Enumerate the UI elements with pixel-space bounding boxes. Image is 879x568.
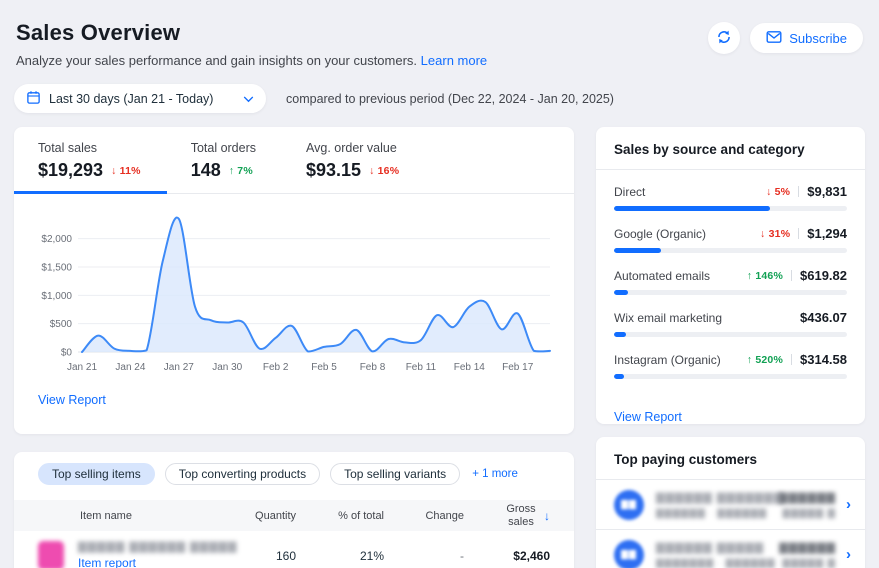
- refresh-icon: [716, 29, 732, 48]
- avg-order-change: ↓ 16%: [369, 164, 400, 177]
- customer-row[interactable]: ▇▇ ▇▇▇▇▇▇ ▇▇▇▇▇▇▇ ▇▇▇▇▇▇ · ▇▇▇▇▇▇ ▇▇▇▇▇▇…: [596, 480, 865, 530]
- comparison-period-text: compared to previous period (Dec 22, 202…: [286, 91, 614, 106]
- tab-top-selling-variants[interactable]: Top selling variants: [330, 463, 461, 485]
- date-range-picker[interactable]: Last 30 days (Jan 21 - Today): [14, 84, 266, 113]
- customer-avatar: ▇▇: [614, 489, 644, 520]
- source-change: ↓ 5%: [766, 185, 791, 198]
- svg-text:Feb 17: Feb 17: [502, 362, 534, 373]
- source-row-automated-emails: Automated emails ↑ 146% $619.82: [614, 268, 847, 295]
- source-progress-bar: [614, 290, 847, 295]
- tab-top-selling-items[interactable]: Top selling items: [38, 463, 155, 485]
- source-change: ↑ 520%: [746, 353, 783, 366]
- customer-name-redacted: ▇▇▇▇▇▇ ▇▇▇▇▇▇▇: [656, 491, 784, 504]
- source-progress-bar: [614, 374, 847, 379]
- total-sales-value: $19,293: [38, 160, 104, 180]
- source-row-wix-email-marketing: Wix email marketing $436.07: [614, 310, 847, 337]
- total-orders-value: 148: [190, 160, 221, 180]
- svg-text:$1,000: $1,000: [41, 291, 72, 302]
- item-thumbnail: [38, 541, 64, 568]
- card-title: Sales by source and category: [614, 142, 805, 157]
- tab-avg-order-value[interactable]: Avg. order value $93.15 ↓ 16%: [306, 141, 400, 180]
- chevron-right-icon: ›: [846, 496, 851, 513]
- learn-more-link[interactable]: Learn more: [420, 53, 488, 68]
- sales-area-chart: $0 $500 $1,000 $1,500 $2,000 Jan 21 Jan 24 Jan …: [14, 194, 574, 383]
- svg-text:Jan 30: Jan 30: [212, 362, 242, 373]
- svg-text:Feb 5: Feb 5: [311, 362, 337, 373]
- tab-total-orders[interactable]: Total orders 148 ↑ 7%: [190, 141, 256, 180]
- source-row-instagram-organic: Instagram (Organic) ↑ 520% $314.58: [614, 352, 847, 379]
- svg-text:Feb 11: Feb 11: [406, 362, 437, 373]
- col-change[interactable]: Change: [425, 509, 464, 522]
- svg-text:Jan 21: Jan 21: [67, 362, 97, 373]
- customer-avatar: ▇▇: [614, 539, 644, 568]
- item-quantity: 160: [275, 548, 296, 563]
- source-change: ↑ 146%: [746, 269, 783, 282]
- customer-location-redacted: ▇▇▇▇▇▇ · ▇▇▇▇▇▇: [656, 507, 768, 519]
- tab-total-sales[interactable]: Total sales $19,293 ↓ 11%: [14, 127, 167, 194]
- item-pct-of-total: 21%: [359, 548, 384, 563]
- col-pct-of-total[interactable]: % of total: [338, 509, 384, 522]
- chart-view-report-link[interactable]: View Report: [38, 393, 106, 407]
- email-icon: [766, 30, 782, 47]
- svg-text:Feb 8: Feb 8: [360, 362, 386, 373]
- total-orders-change: ↑ 7%: [228, 164, 253, 177]
- source-change: ↓ 31%: [760, 227, 791, 240]
- customer-orders-redacted: ▇▇▇▇▇ ▇: [782, 557, 836, 568]
- col-quantity[interactable]: Quantity: [255, 509, 296, 522]
- page-subtitle: Analyze your sales performance and gain …: [16, 53, 488, 68]
- source-progress-bar: [614, 206, 847, 211]
- svg-text:$500: $500: [50, 319, 73, 330]
- customer-amount-redacted: ▇▇▇▇▇▇: [779, 541, 836, 554]
- card-title: Top paying customers: [614, 452, 758, 467]
- svg-text:$2,000: $2,000: [41, 234, 72, 245]
- customer-amount-redacted: ▇▇▇▇▇▇: [779, 491, 836, 504]
- chevron-right-icon: ›: [846, 546, 851, 563]
- subscribe-button[interactable]: Subscribe: [750, 23, 863, 53]
- top-items-table: Item name Quantity % of total Change Gro…: [14, 500, 574, 568]
- refresh-button[interactable]: [708, 22, 741, 54]
- customer-location-redacted: ▇▇▇▇▇▇▇ · ▇▇▇▇▇▇: [656, 557, 776, 568]
- item-change: -: [460, 548, 464, 563]
- top-items-card: Top selling items Top converting product…: [14, 452, 574, 568]
- item-report-link[interactable]: Item report: [78, 555, 137, 568]
- page-title: Sales Overview: [16, 20, 181, 45]
- svg-text:Jan 27: Jan 27: [164, 362, 194, 373]
- page-header: Sales Overview Analyze your sales perfor…: [14, 14, 865, 68]
- filter-row: Last 30 days (Jan 21 - Today) compared t…: [14, 84, 865, 113]
- item-name-redacted: ▇▇▇▇▇ ▇▇▇▇▇▇ ▇▇▇▇▇: [78, 540, 238, 553]
- source-progress-bar: [614, 332, 847, 337]
- customer-orders-redacted: ▇▇▇▇▇ ▇: [782, 507, 836, 519]
- svg-text:Jan 24: Jan 24: [115, 362, 145, 373]
- item-gross-sales: $2,460: [513, 548, 550, 563]
- svg-text:Feb 14: Feb 14: [454, 362, 486, 373]
- tab-top-converting-products[interactable]: Top converting products: [164, 463, 321, 485]
- source-row-google-organic: Google (Organic) ↓ 31% $1,294: [614, 226, 847, 253]
- svg-text:Feb 2: Feb 2: [263, 362, 289, 373]
- more-tabs-link[interactable]: + 1 more: [472, 468, 518, 480]
- svg-text:$0: $0: [61, 348, 73, 359]
- avg-order-value: $93.15: [306, 160, 362, 180]
- svg-text:$1,500: $1,500: [41, 263, 72, 274]
- source-row-direct: Direct ↓ 5% $9,831: [614, 184, 847, 211]
- source-view-report-link[interactable]: View Report: [614, 410, 682, 424]
- total-sales-change: ↓ 11%: [111, 164, 141, 177]
- col-gross-sales[interactable]: Gross sales ↓: [506, 503, 550, 528]
- customer-name-redacted: ▇▇▇▇▇▇ ▇▇▇▇▇: [656, 541, 765, 554]
- source-progress-bar: [614, 248, 847, 253]
- chevron-down-icon: [243, 92, 254, 106]
- customer-row[interactable]: ▇▇ ▇▇▇▇▇▇ ▇▇▇▇▇ ▇▇▇▇▇▇▇ · ▇▇▇▇▇▇ ▇▇▇▇▇▇ …: [596, 530, 865, 568]
- calendar-icon: [26, 90, 41, 108]
- sort-desc-icon: ↓: [544, 508, 550, 523]
- kpi-tabs: Total sales $19,293 ↓ 11% Total orders 1…: [14, 127, 574, 194]
- items-tab-row: Top selling items Top converting product…: [14, 452, 574, 494]
- table-header-row: Item name Quantity % of total Change Gro…: [14, 500, 574, 532]
- top-customers-card: Top paying customers ▇▇ ▇▇▇▇▇▇ ▇▇▇▇▇▇▇ ▇…: [596, 437, 865, 568]
- sales-chart-card: Total sales $19,293 ↓ 11% Total orders 1…: [14, 127, 574, 434]
- sales-by-source-card: Sales by source and category Direct ↓ 5%…: [596, 127, 865, 424]
- table-row: ▇▇▇▇▇ ▇▇▇▇▇▇ ▇▇▇▇▇ Item report 160 21% -…: [14, 531, 574, 568]
- col-item-name[interactable]: Item name: [80, 509, 132, 522]
